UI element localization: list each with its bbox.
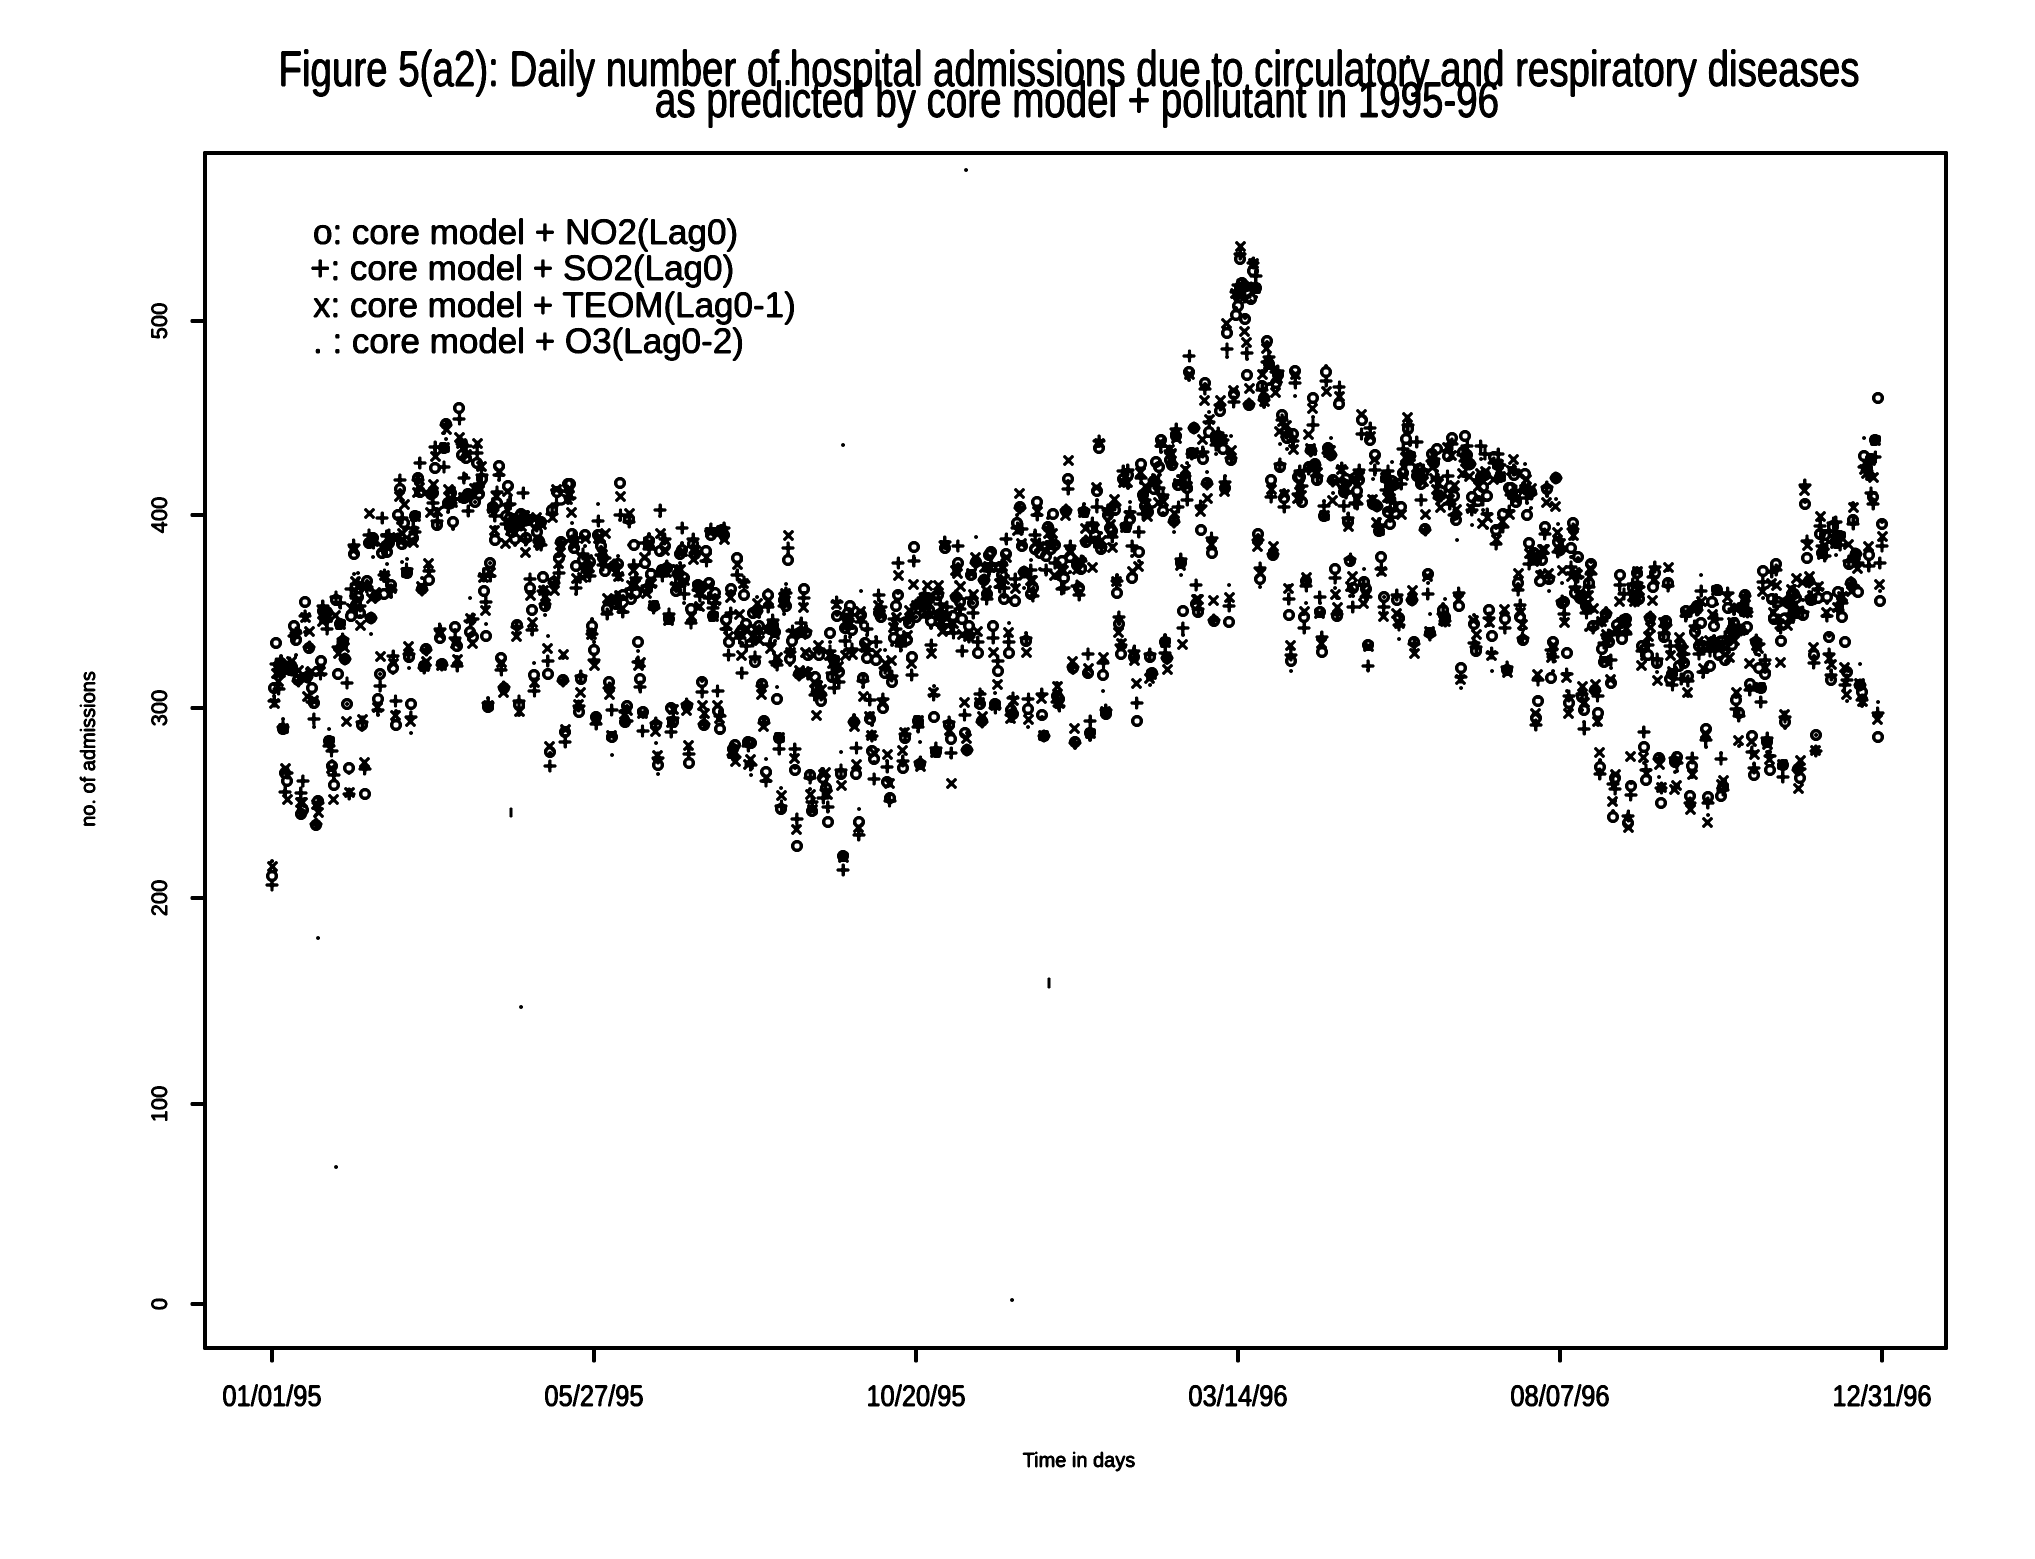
svg-text:as predicted by core model + p: as predicted by core model + pollutant i… [655,73,1499,128]
svg-text:no. of admissions: no. of admissions [78,671,100,827]
svg-text:. : core model + O3(Lag0-2): . : core model + O3(Lag0-2) [313,322,744,361]
svg-text:10/20/95: 10/20/95 [866,1379,965,1412]
svg-text:03/14/96: 03/14/96 [1188,1379,1287,1412]
svg-text:01/01/95: 01/01/95 [222,1379,321,1412]
svg-text:Figure 5(a2): Daily number of: Figure 5(a2): Daily number of hospital a… [278,42,1859,97]
svg-text:100: 100 [147,1086,172,1123]
svg-text:200: 200 [147,880,172,917]
svg-text:+: core model + SO2(Lag0): +: core model + SO2(Lag0) [310,249,734,288]
svg-text:08/07/96: 08/07/96 [1510,1379,1609,1412]
svg-text:12/31/96: 12/31/96 [1832,1379,1931,1412]
svg-text:0: 0 [147,1298,172,1310]
svg-text:400: 400 [147,497,172,534]
svg-text:500: 500 [147,303,172,340]
svg-text:300: 300 [147,690,172,727]
svg-text:x: core model + TEOM(Lag0-1): x: core model + TEOM(Lag0-1) [313,286,796,325]
svg-text:o: core model + NO2(Lag0): o: core model + NO2(Lag0) [313,213,738,252]
svg-text:Time in days: Time in days [1023,1450,1136,1472]
svg-text:05/27/95: 05/27/95 [544,1379,643,1412]
